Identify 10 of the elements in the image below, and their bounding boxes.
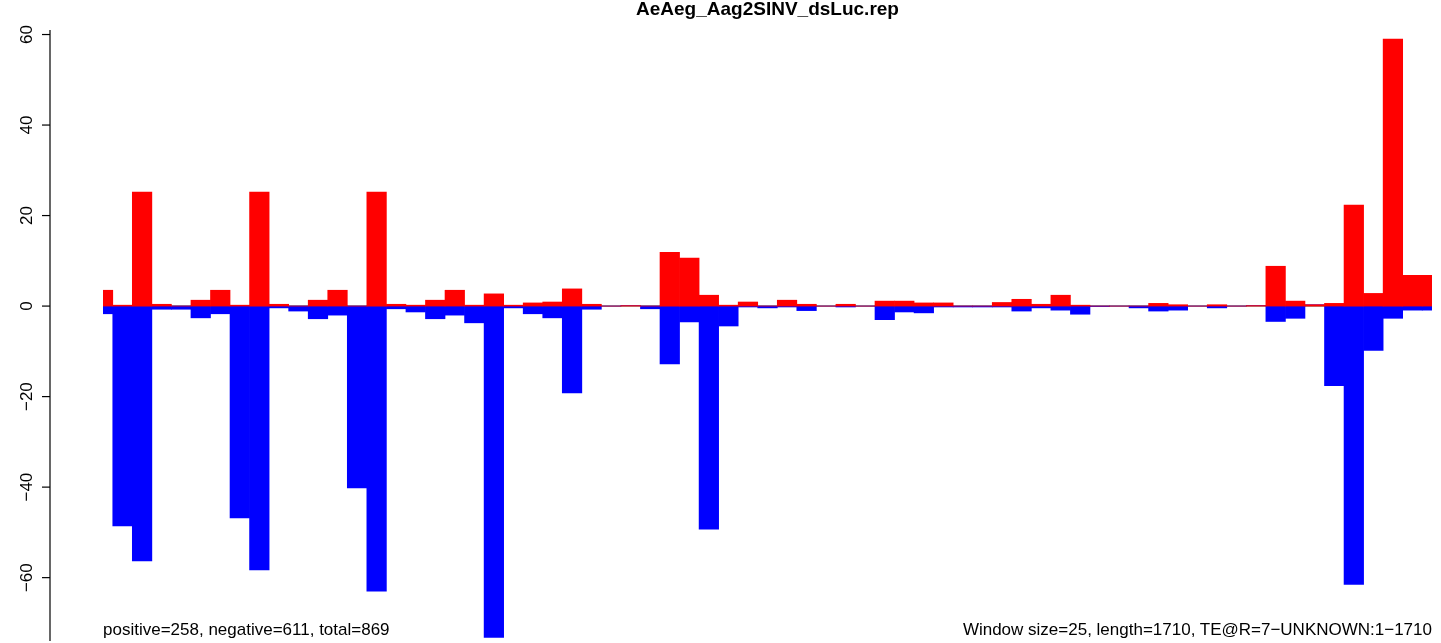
annotation: positive=258, negative=611, total=869	[103, 620, 390, 640]
y-tick-label: −20	[17, 382, 37, 412]
y-tick-label: 60	[17, 25, 37, 44]
y-tick-label: 0	[17, 301, 37, 311]
y-tick-label: 40	[17, 115, 37, 135]
y-tick-label: 20	[17, 206, 37, 226]
annotation: Window size=25, length=1710, TE@R=7−UNKNOWN:1−1710	[962, 620, 1432, 640]
chart-title: AeAeg_Aag2SINV_dsLuc.rep	[636, 0, 899, 19]
y-tick-label: −60	[17, 563, 37, 593]
y-tick-label: −40	[17, 472, 37, 502]
